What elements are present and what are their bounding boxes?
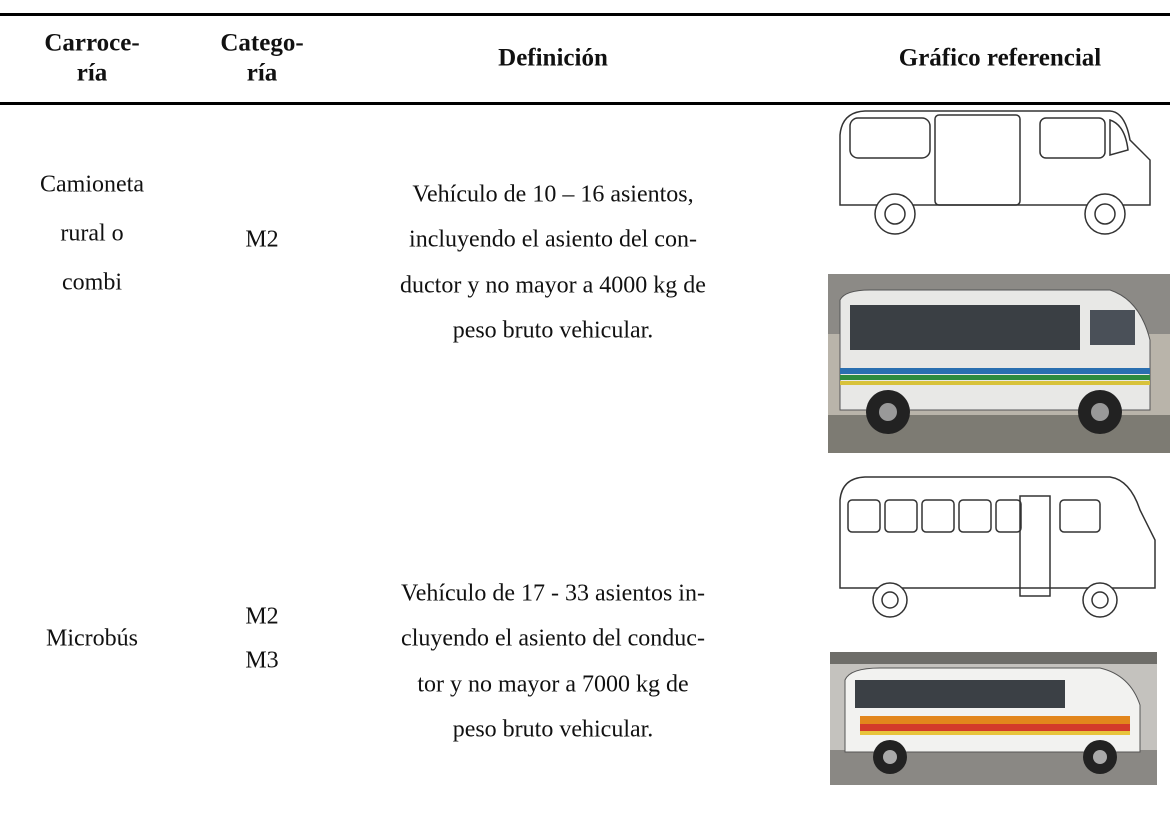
- table-cell: Vehículo de 17 - 33 asientos in-: [401, 580, 705, 607]
- microbus-drawing: [839, 476, 1156, 618]
- table-cell: incluyendo el asiento del con-: [409, 226, 697, 253]
- top-rule: [0, 13, 1170, 16]
- header-cell: ría: [246, 59, 278, 87]
- header-cell: Catego-: [220, 29, 304, 57]
- header-cell: Carroce-: [44, 29, 140, 57]
- table-cell: Camioneta: [40, 171, 144, 198]
- table-cell: ductor y no mayor a 4000 kg de: [400, 272, 706, 299]
- table-cell: M2: [245, 603, 279, 630]
- table-cell: M3: [245, 647, 279, 674]
- header-cell: Definición: [498, 44, 608, 72]
- table-cell: Vehículo de 10 – 16 asientos,: [412, 181, 694, 208]
- table-cell: tor y no mayor a 7000 kg de: [417, 671, 689, 698]
- header-cell: ría: [76, 59, 108, 87]
- table-cell: Microbús: [46, 625, 138, 652]
- table-cell: combi: [62, 269, 122, 296]
- combi-drawing: [839, 110, 1151, 235]
- table-cell: peso bruto vehicular.: [452, 716, 654, 743]
- table-cell: cluyendo el asiento del conduc-: [401, 625, 705, 652]
- table-cell: peso bruto vehicular.: [452, 317, 654, 344]
- header-cell: Gráfico referencial: [898, 44, 1102, 72]
- header-rule: [0, 102, 1170, 105]
- table-cell: rural o: [60, 220, 124, 247]
- table-cell: M2: [245, 226, 279, 253]
- microbus-photo: [830, 652, 1157, 785]
- combi-photo: [828, 274, 1170, 453]
